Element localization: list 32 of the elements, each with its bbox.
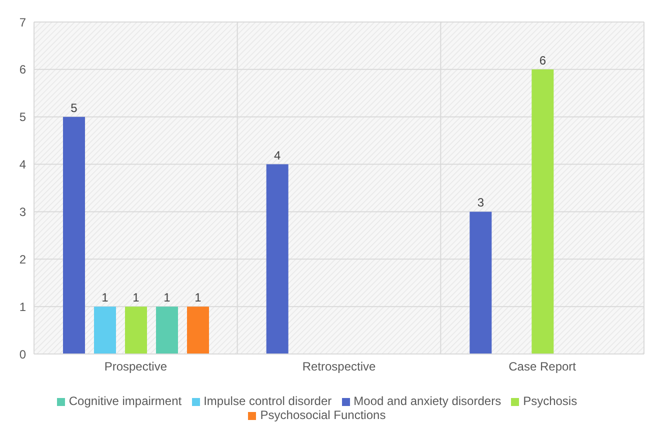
bar [266,164,288,354]
bar [63,116,85,354]
y-tick-label: 6 [19,62,26,77]
legend-label: Mood and anxiety disorders [354,394,502,408]
data-label: 3 [477,196,484,210]
legend-label: Impulse control disorder [204,394,332,408]
y-tick-label: 0 [19,347,26,362]
bar [470,212,492,354]
y-tick-label: 5 [19,110,26,124]
y-tick-label: 7 [19,15,26,30]
legend-label: Psychosocial Functions [260,408,386,422]
bar [156,306,178,354]
data-label: 1 [164,290,171,305]
y-tick-label: 1 [19,300,26,314]
x-tick-label: Case Report [508,360,577,374]
data-label: 1 [194,290,202,305]
legend-label: Cognitive impairment [68,394,182,408]
data-label: 1 [102,290,109,305]
legend-label: Psychosis [523,394,578,408]
data-label: 5 [70,100,78,115]
bar [94,306,116,354]
x-tick-label: Retrospective [302,360,376,374]
y-tick-label: 3 [19,204,26,219]
bar [532,69,554,354]
bar [187,306,209,354]
y-tick-label: 4 [19,158,26,172]
y-tick-label: 2 [19,252,26,266]
bar [125,306,147,354]
x-tick-label: Prospective [104,360,168,374]
data-label: 6 [539,53,546,68]
data-label: 1 [132,290,140,305]
data-label: 4 [274,148,281,162]
